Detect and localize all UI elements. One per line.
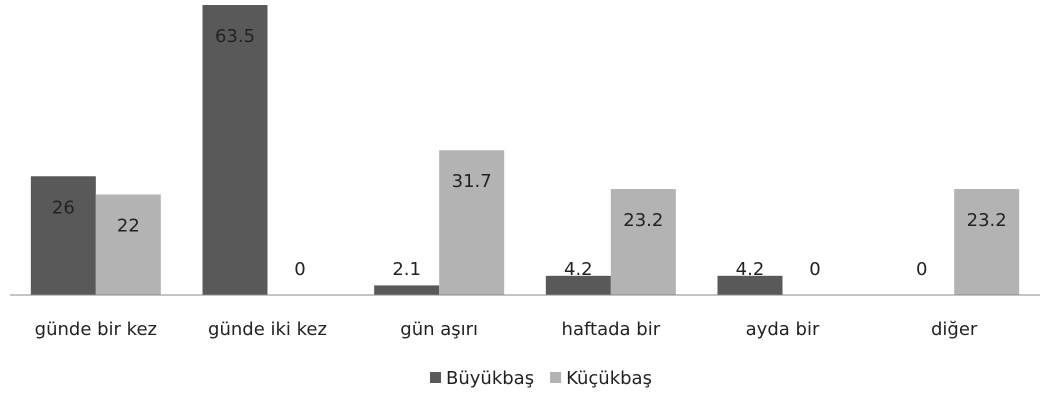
x-tick-label: gün aşırı bbox=[400, 319, 478, 340]
x-tick-label: diğer bbox=[931, 319, 978, 340]
data-label: 0 bbox=[294, 259, 305, 280]
data-label: 22 bbox=[117, 216, 140, 237]
bar bbox=[545, 275, 611, 295]
x-tick-label: günde iki kez bbox=[208, 319, 327, 340]
data-label: 63.5 bbox=[215, 26, 255, 47]
x-tick-label: günde bir kez bbox=[35, 319, 157, 340]
data-label: 0 bbox=[916, 259, 927, 280]
x-tick-label: ayda bir bbox=[746, 319, 820, 340]
data-label: 31.7 bbox=[452, 171, 492, 192]
bar bbox=[610, 189, 676, 295]
data-label: 4.2 bbox=[564, 259, 593, 280]
bar bbox=[374, 285, 440, 295]
data-label: 4.2 bbox=[736, 259, 765, 280]
x-tick-label: haftada bir bbox=[562, 319, 661, 340]
legend-swatch bbox=[430, 372, 441, 383]
bar bbox=[95, 194, 161, 295]
data-label: 0 bbox=[809, 259, 820, 280]
bar bbox=[202, 5, 268, 295]
data-label: 23.2 bbox=[623, 210, 663, 231]
bar bbox=[954, 189, 1020, 295]
data-label: 23.2 bbox=[967, 210, 1007, 231]
data-label: 26 bbox=[52, 197, 75, 218]
bar bbox=[439, 150, 505, 295]
legend-swatch bbox=[550, 372, 562, 383]
legend-label: Küçükbaş bbox=[566, 368, 652, 389]
data-label: 2.1 bbox=[392, 259, 421, 280]
legend-label: Büyükbaş bbox=[446, 368, 534, 389]
bar bbox=[30, 176, 96, 295]
bar bbox=[717, 275, 783, 295]
